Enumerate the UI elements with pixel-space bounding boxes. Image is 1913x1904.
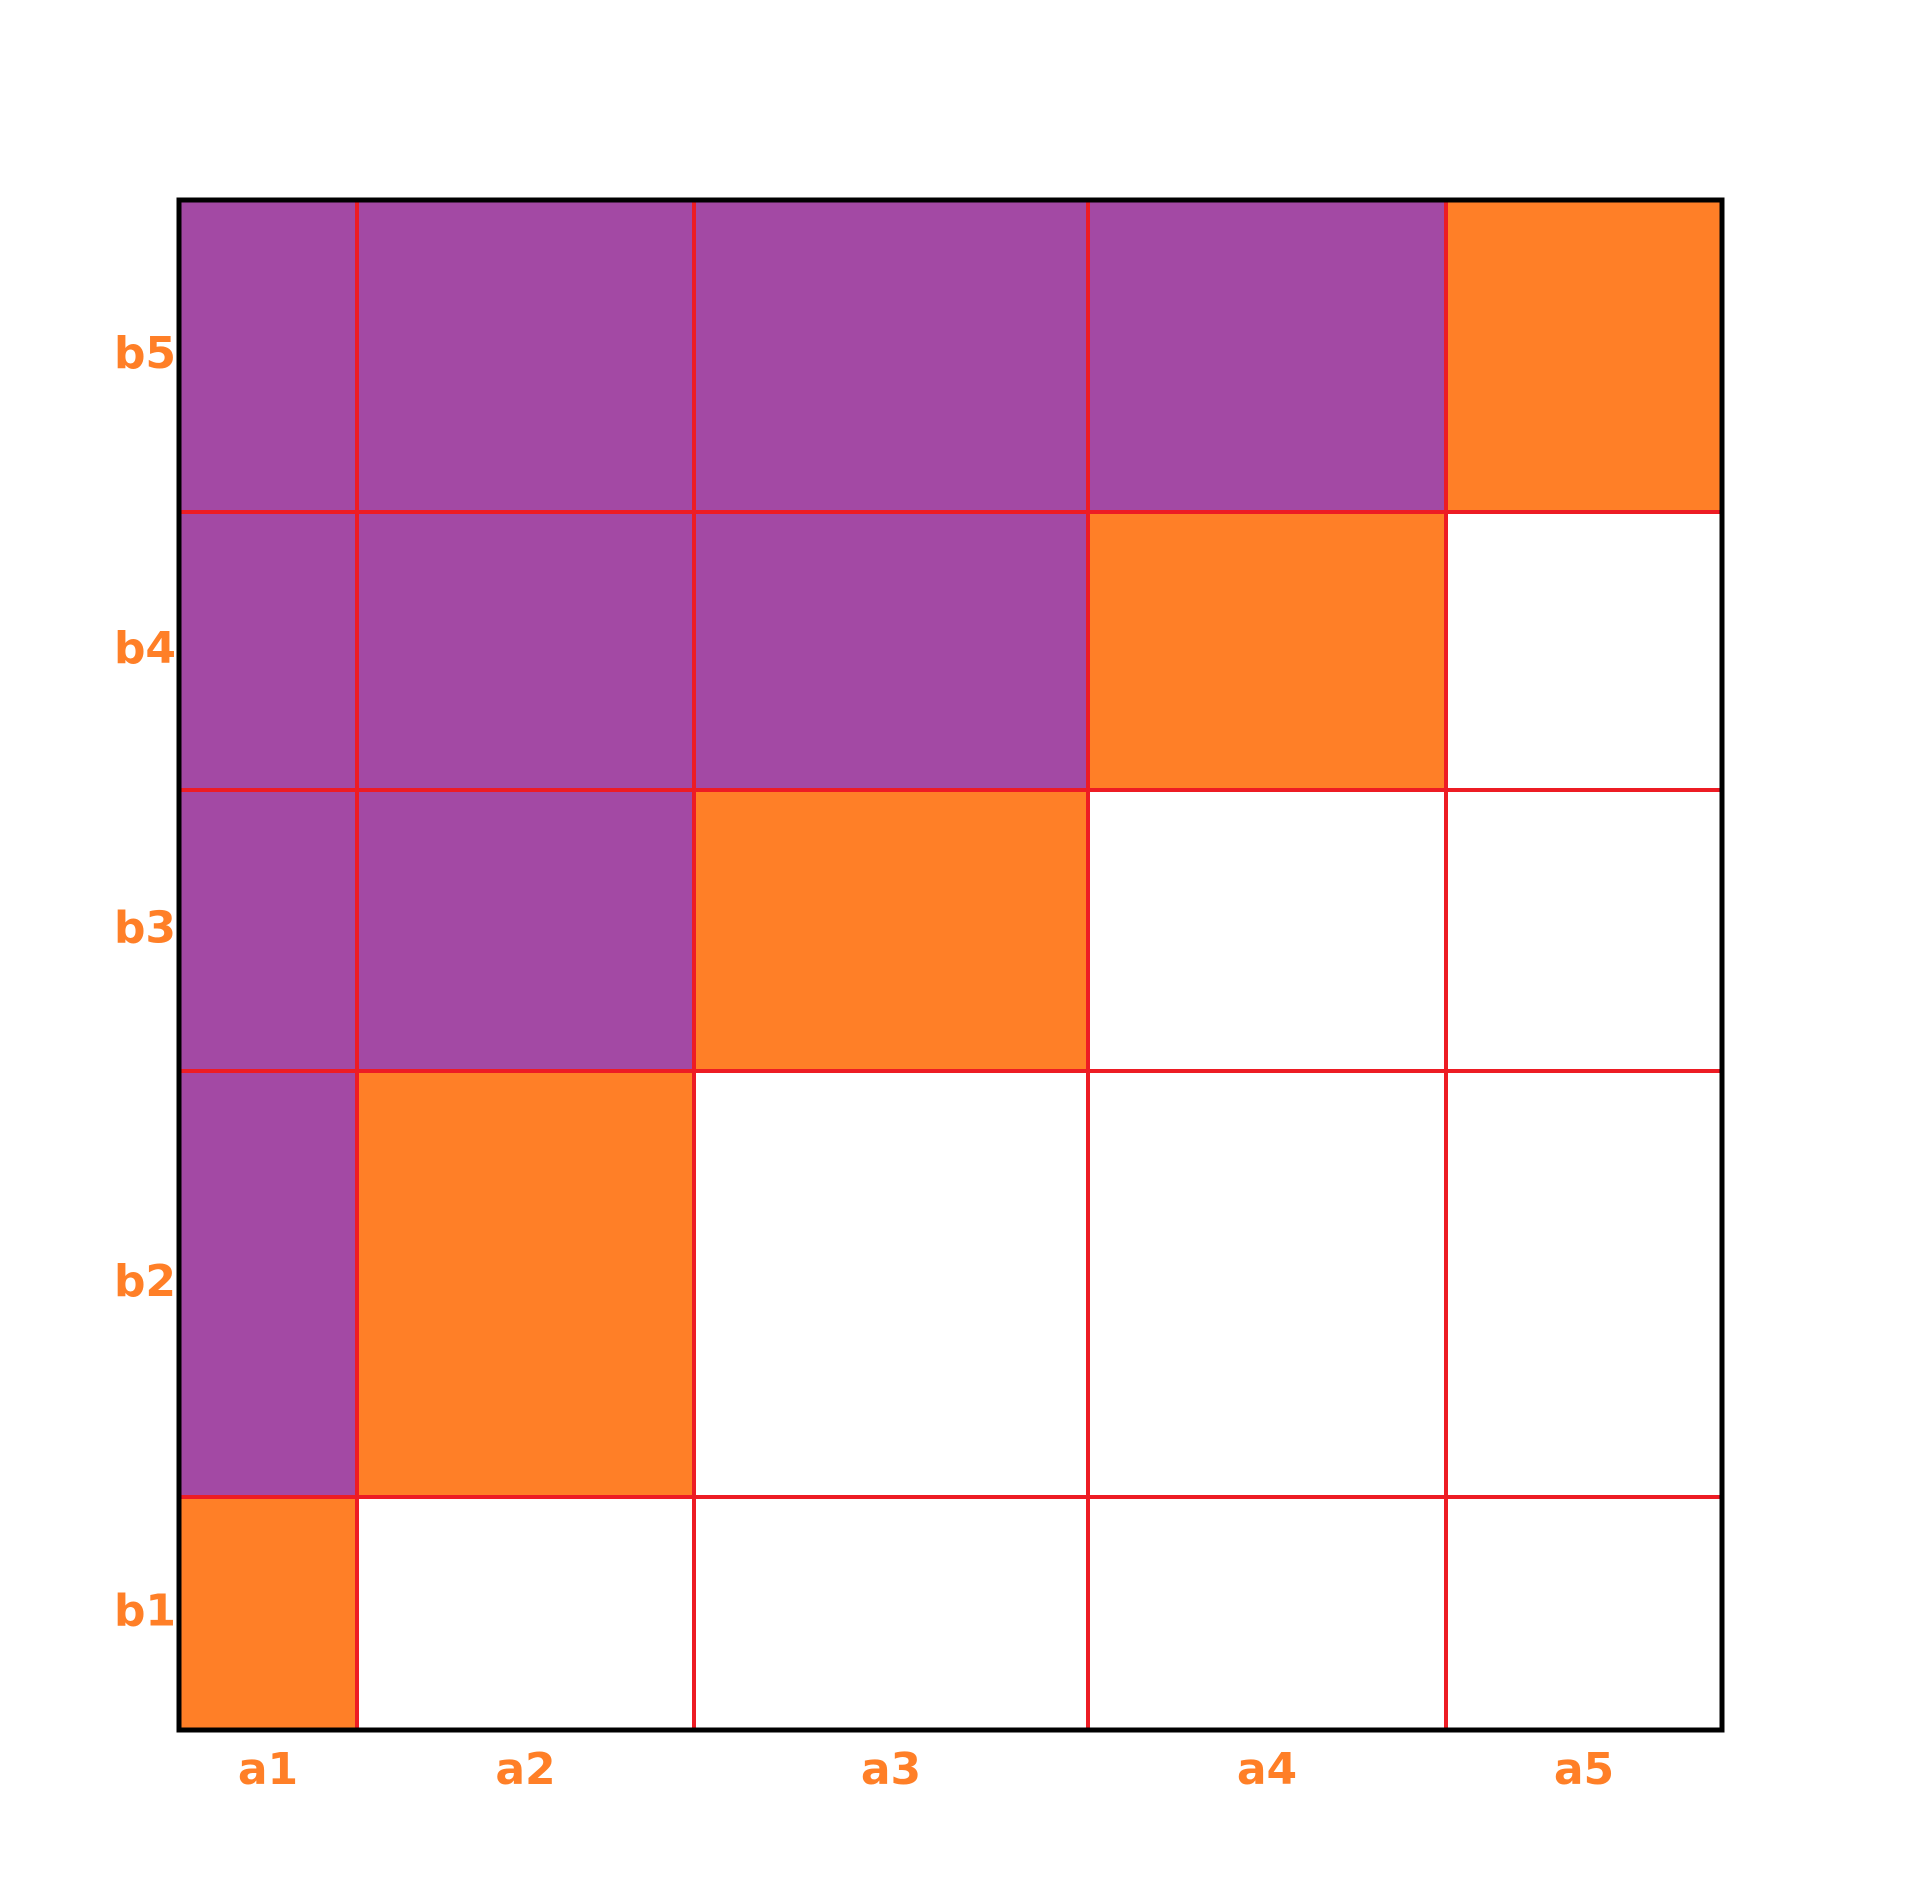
cell <box>179 512 357 790</box>
cell <box>1088 200 1446 512</box>
labels: a1 a2 a3 a4 a5 b1 b2 b3 b4 b5 <box>114 328 1614 1795</box>
column-label: a1 <box>238 1744 298 1795</box>
cell <box>1446 200 1722 512</box>
cell <box>694 1497 1088 1730</box>
cell <box>357 790 694 1071</box>
cell <box>179 790 357 1071</box>
cell <box>357 512 694 790</box>
cell <box>357 200 694 512</box>
cell <box>1446 512 1722 790</box>
cell <box>694 512 1088 790</box>
column-label: a5 <box>1554 1744 1614 1795</box>
cell <box>357 1071 694 1497</box>
cell <box>179 1071 357 1497</box>
cell <box>694 790 1088 1071</box>
cells <box>179 200 1722 1730</box>
grid-lines <box>179 200 1722 1730</box>
outer-border <box>176 197 1725 1733</box>
cell <box>357 1497 694 1730</box>
cell <box>694 1071 1088 1497</box>
cell <box>179 1497 357 1730</box>
row-label: b3 <box>114 903 176 954</box>
row-label: b1 <box>114 1586 176 1637</box>
cell <box>179 200 357 512</box>
column-label: a4 <box>1237 1744 1297 1795</box>
cell <box>1088 790 1446 1071</box>
cell <box>1088 512 1446 790</box>
cell <box>694 200 1088 512</box>
cell <box>1446 1497 1722 1730</box>
cell <box>1446 1071 1722 1497</box>
cell <box>1088 1497 1446 1730</box>
row-label: b5 <box>114 328 176 379</box>
row-label: b4 <box>114 623 176 674</box>
cell <box>1088 1071 1446 1497</box>
cell <box>1446 790 1722 1071</box>
row-label: b2 <box>114 1256 176 1307</box>
column-label: a2 <box>495 1744 555 1795</box>
column-label: a3 <box>861 1744 921 1795</box>
